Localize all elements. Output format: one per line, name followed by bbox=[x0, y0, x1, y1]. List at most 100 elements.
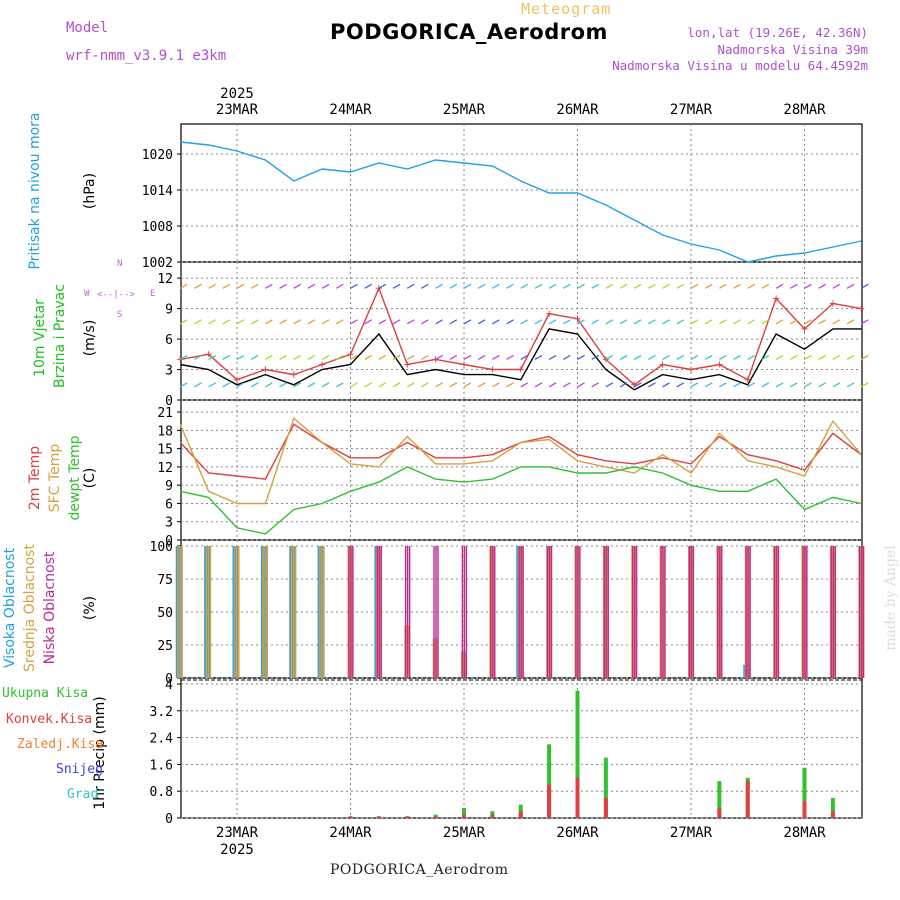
precip-conv-bar bbox=[603, 797, 608, 818]
wind-arrow bbox=[662, 319, 670, 325]
wind-arrow bbox=[520, 319, 529, 325]
wind-arrow bbox=[619, 354, 628, 360]
wind-arrow bbox=[236, 382, 245, 388]
ytick-label: 12 bbox=[157, 461, 173, 476]
wind-arrow bbox=[506, 319, 514, 325]
legend-conv: Konvek.Kisa bbox=[6, 712, 93, 727]
wind-gust-marker bbox=[375, 285, 382, 292]
wind-arrow bbox=[293, 319, 302, 325]
credit: made by Angel bbox=[882, 545, 899, 651]
station-title: PODGORICA_Aerodrom bbox=[330, 20, 608, 44]
wind-arrow bbox=[690, 354, 699, 360]
wind-arrow bbox=[222, 283, 231, 289]
wind-arrow bbox=[534, 283, 543, 289]
bottom-date-label: 23MAR bbox=[216, 825, 259, 841]
wind-gust-marker bbox=[404, 361, 411, 368]
wind-arrow bbox=[435, 283, 443, 289]
ytick-label: 3 bbox=[165, 516, 173, 531]
wind-arrow bbox=[364, 319, 373, 325]
wind-gust-marker bbox=[205, 351, 212, 358]
top-date-label: 25MAR bbox=[443, 102, 486, 118]
wind-arrow bbox=[577, 382, 585, 388]
wind-arrow bbox=[832, 319, 841, 325]
wind-gust-marker bbox=[602, 356, 609, 363]
wind-arrow bbox=[577, 319, 585, 325]
wind-arrow bbox=[265, 354, 273, 360]
precip-total-bar bbox=[575, 690, 580, 818]
wind-arrow bbox=[208, 354, 216, 360]
precip-total-bar bbox=[462, 807, 466, 818]
wind-gust-marker bbox=[177, 356, 184, 363]
wind-arrow bbox=[477, 354, 486, 360]
wind-arrow bbox=[676, 319, 685, 325]
wind-arrow bbox=[676, 283, 685, 289]
precip-conv-bar bbox=[547, 784, 552, 818]
ytick-label: 1020 bbox=[142, 148, 173, 163]
precip-conv-bar bbox=[575, 777, 580, 818]
wind-arrow bbox=[733, 354, 741, 360]
precip-conv-bar bbox=[348, 816, 353, 818]
ytick-label: 4 bbox=[165, 678, 173, 693]
wind-arrow bbox=[818, 283, 827, 289]
wind-arrow bbox=[704, 283, 713, 289]
wind-arrow bbox=[194, 283, 202, 289]
wind-arrow bbox=[179, 319, 188, 325]
wind-arrow bbox=[392, 283, 401, 289]
wind-gust-marker bbox=[347, 351, 354, 358]
wind-gust-marker bbox=[290, 371, 297, 378]
wind-gust-marker bbox=[829, 300, 836, 307]
precip-conv-bar bbox=[802, 801, 807, 818]
wind-arrow bbox=[293, 283, 302, 289]
ytick-label: 1.6 bbox=[150, 758, 173, 773]
wind-arrow bbox=[562, 354, 571, 360]
wind-arrow bbox=[194, 354, 202, 360]
wind-arrow bbox=[350, 283, 358, 289]
ytick-label: 3 bbox=[165, 364, 173, 379]
wind-arrow bbox=[463, 319, 472, 325]
wind-arrow bbox=[591, 354, 600, 360]
wind-arrow bbox=[208, 283, 216, 289]
top-date-label: 26MAR bbox=[556, 102, 599, 118]
wind-arrow bbox=[279, 319, 287, 325]
legend-hail: Grad bbox=[67, 787, 99, 802]
wind-arrow bbox=[421, 382, 429, 388]
wind-arrow bbox=[719, 354, 727, 360]
top-date-label: 27MAR bbox=[670, 102, 713, 118]
wind-arrow bbox=[789, 354, 798, 360]
wind-arrow bbox=[818, 382, 827, 388]
wind-gust-marker bbox=[262, 366, 269, 373]
wind-arrow bbox=[194, 382, 202, 388]
wind-arrow bbox=[293, 354, 302, 360]
wind-arrow bbox=[591, 382, 600, 388]
wind-arrow bbox=[676, 354, 685, 360]
wind-arrow bbox=[279, 382, 287, 388]
wind-arrow bbox=[690, 382, 699, 388]
top-date-label: 28MAR bbox=[783, 102, 826, 118]
precip-total-bar bbox=[547, 744, 552, 818]
wind-arrow bbox=[747, 382, 756, 388]
precip-conv-bar bbox=[830, 811, 835, 818]
wind-arrow bbox=[534, 382, 543, 388]
wind-arrow bbox=[250, 319, 259, 325]
wind-arrow bbox=[477, 382, 486, 388]
wind-arrow bbox=[846, 283, 855, 289]
wind-arrow bbox=[719, 319, 727, 325]
wind-arrow bbox=[492, 283, 500, 289]
wind-arrow bbox=[775, 319, 784, 325]
wind-arrow bbox=[761, 382, 770, 388]
wind-arrow bbox=[605, 319, 614, 325]
model-name: wrf-nmm_v3.9.1 e3km bbox=[66, 48, 227, 64]
wind-arrow bbox=[250, 382, 259, 388]
wind-arrow bbox=[676, 382, 685, 388]
wind-gust-marker bbox=[659, 361, 666, 368]
wind-arrow bbox=[421, 283, 429, 289]
wind-arrow bbox=[619, 319, 628, 325]
wind-arrow bbox=[520, 382, 529, 388]
panel-frame-precipitation bbox=[180, 677, 863, 819]
wind-arrow bbox=[506, 354, 514, 360]
wind-arrow bbox=[633, 319, 642, 325]
wind-arrow bbox=[747, 283, 756, 289]
ytick-label: 0.8 bbox=[150, 785, 173, 800]
wind-arrow bbox=[406, 382, 415, 388]
wind-arrow bbox=[719, 382, 727, 388]
